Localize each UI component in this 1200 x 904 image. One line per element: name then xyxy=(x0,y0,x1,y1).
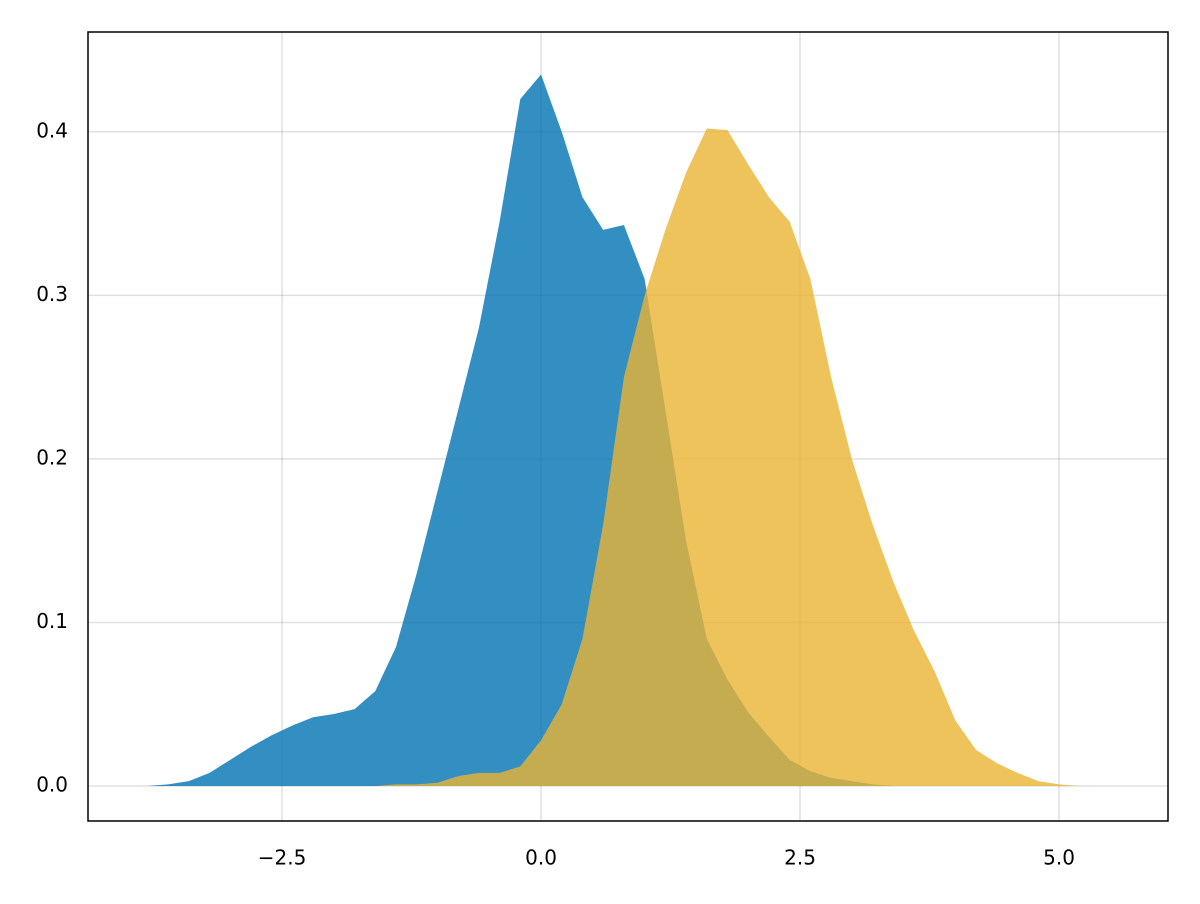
tick-labels: −2.5 0.0 2.5 5.0 0.0 0.1 0.2 0.3 0.4 xyxy=(36,118,1075,869)
y-tick-label: 0.4 xyxy=(36,118,68,142)
y-tick-label: 0.1 xyxy=(36,609,68,633)
x-tick-label: 0.0 xyxy=(525,846,557,870)
y-tick-label: 0.2 xyxy=(36,445,68,469)
density-area xyxy=(147,128,1101,786)
x-tick-label: 5.0 xyxy=(1043,846,1075,870)
y-tick-label: 0.3 xyxy=(36,282,68,306)
plot-frame xyxy=(87,31,1169,822)
areas xyxy=(147,74,1101,786)
x-tick-label: 2.5 xyxy=(784,846,816,870)
y-tick-label: 0.0 xyxy=(36,772,68,796)
x-tick-label: −2.5 xyxy=(258,846,307,870)
